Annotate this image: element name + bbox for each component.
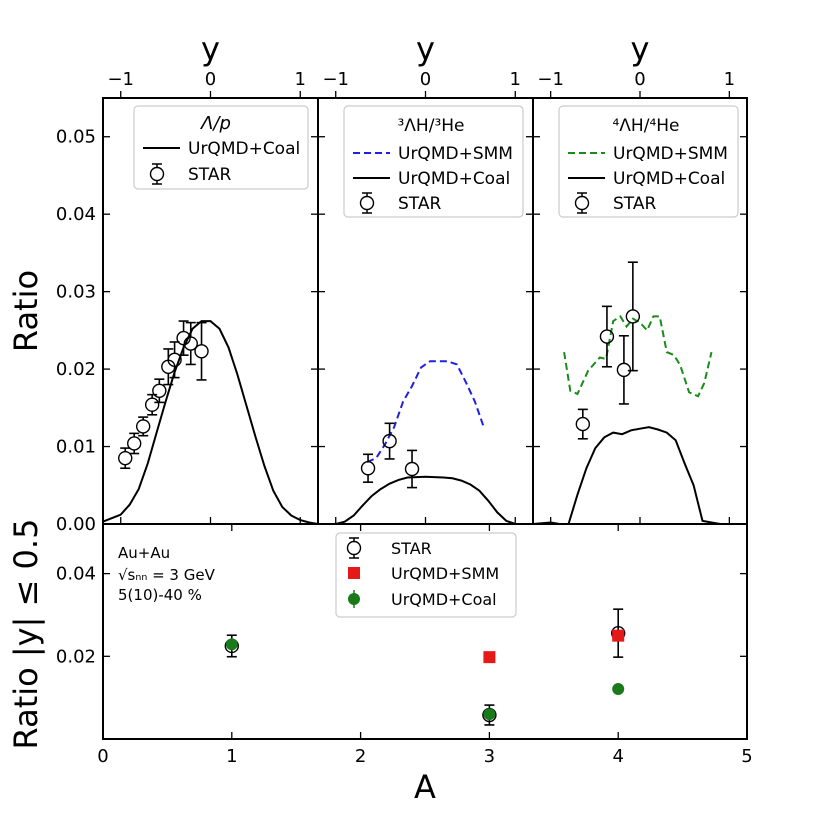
annotation-system: Au+Au <box>118 544 170 562</box>
top-x-axis-label: y <box>416 30 435 68</box>
bottom-smm-point <box>483 651 496 664</box>
legend-box-panel-3 <box>558 105 739 218</box>
star-point <box>152 383 167 398</box>
legend-star-marker <box>149 166 165 182</box>
legend-label: STAR <box>398 194 441 214</box>
y-tick-label: 0.00 <box>56 514 96 535</box>
star-point <box>144 397 160 412</box>
top-x-tick-label: 0 <box>634 69 645 90</box>
legend-title-panel-2: ³ΛH/³He <box>397 116 464 136</box>
legend-smm-marker <box>348 567 360 579</box>
top-x-tick-label: −1 <box>107 69 134 90</box>
legend-title-panel-1: Λ/p <box>199 113 231 134</box>
star-point <box>599 329 615 344</box>
legend-label: UrQMD+Coal <box>613 169 725 189</box>
star-point <box>625 309 641 324</box>
panel-2-plot <box>318 360 533 524</box>
bottom-coal-point <box>612 682 625 695</box>
legend-star-marker <box>359 195 375 211</box>
star-point <box>382 433 397 449</box>
star-point <box>135 419 151 434</box>
panel-2-series-urqmd-smm <box>366 360 485 463</box>
legend-label: UrQMD+SMM <box>613 144 728 164</box>
bottom-x-axis-label: A <box>414 768 436 806</box>
star-point <box>167 352 182 367</box>
annotation-energy: √sₙₙ = 3 GeV <box>118 566 216 584</box>
star-point <box>194 344 209 359</box>
top-x-axis-label: y <box>201 30 220 68</box>
top-x-tick-label: 0 <box>205 69 216 90</box>
bottom-x-tick-label: 1 <box>226 746 237 767</box>
plot-frame <box>102 97 748 740</box>
legend-label: STAR <box>188 165 231 185</box>
legend-box-bottom <box>335 532 517 618</box>
legend-label: UrQMD+Coal <box>188 139 300 159</box>
star-point <box>575 416 591 432</box>
top-x-tick-label: −1 <box>322 69 349 90</box>
legend-star-marker <box>574 195 590 211</box>
legend-box-panel-2 <box>343 105 524 218</box>
panel-1-plot <box>103 320 318 524</box>
top-x-axis-label: y <box>631 30 650 68</box>
legend-label: UrQMD+Coal <box>398 169 510 189</box>
star-point <box>360 461 376 476</box>
top-x-tick-label: 1 <box>295 69 306 90</box>
top-x-tick-label: −1 <box>537 69 564 90</box>
top-x-tick-label: 0 <box>420 69 431 90</box>
bottom-y-axis-label: Ratio |y| ≤ 0.5 <box>7 519 45 750</box>
legend-label: STAR <box>391 539 432 558</box>
y-tick-label: 0.03 <box>56 282 96 303</box>
legend-label: UrQMD+SMM <box>391 564 499 583</box>
panel-2-series-urqmd-coal <box>318 475 533 524</box>
panel-3-series-urqmd-coal <box>533 426 747 524</box>
legend-label: STAR <box>613 194 656 214</box>
bottom-x-tick-label: 3 <box>484 746 495 767</box>
bottom-coal-point <box>483 708 496 721</box>
top-x-tick-label: 1 <box>510 69 521 90</box>
panel-3-plot <box>533 261 747 524</box>
top-y-axis-label: Ratio <box>7 270 45 352</box>
y-tick-label: 0.05 <box>56 127 96 148</box>
y-tick-label: 0.04 <box>56 204 96 225</box>
star-point <box>118 450 133 466</box>
legend-label: UrQMD+SMM <box>398 144 513 164</box>
bottom-x-tick-label: 2 <box>355 746 366 767</box>
y-tick-label: 0.01 <box>56 437 96 458</box>
legend-box-panel-1 <box>133 105 309 190</box>
bottom-coal-point <box>225 638 238 651</box>
star-point <box>127 436 142 451</box>
annotation-centrality: 5(10)-40 % <box>118 586 202 604</box>
top-x-tick-label: 1 <box>724 69 735 90</box>
y-tick-label: 0.02 <box>56 359 96 380</box>
bottom-smm-point <box>612 629 625 642</box>
bottom-x-tick-label: 5 <box>741 746 752 767</box>
legend-star-marker <box>346 540 362 556</box>
bottom-y-tick-label: 0.04 <box>56 564 96 585</box>
panel-3-series-urqmd-smm <box>563 314 713 398</box>
star-point <box>404 461 420 477</box>
bottom-x-tick-label: 4 <box>612 746 623 767</box>
bottom-x-tick-label: 0 <box>97 746 108 767</box>
legend-title-panel-3: ⁴ΛH/⁴He <box>612 116 679 136</box>
panel-1-series-urqmd-coal <box>103 320 318 524</box>
bottom-y-tick-label: 0.02 <box>56 646 96 667</box>
star-point <box>183 336 198 351</box>
star-point <box>176 330 191 346</box>
legend-coal-marker <box>348 593 360 605</box>
legend-label: UrQMD+Coal <box>391 590 497 609</box>
